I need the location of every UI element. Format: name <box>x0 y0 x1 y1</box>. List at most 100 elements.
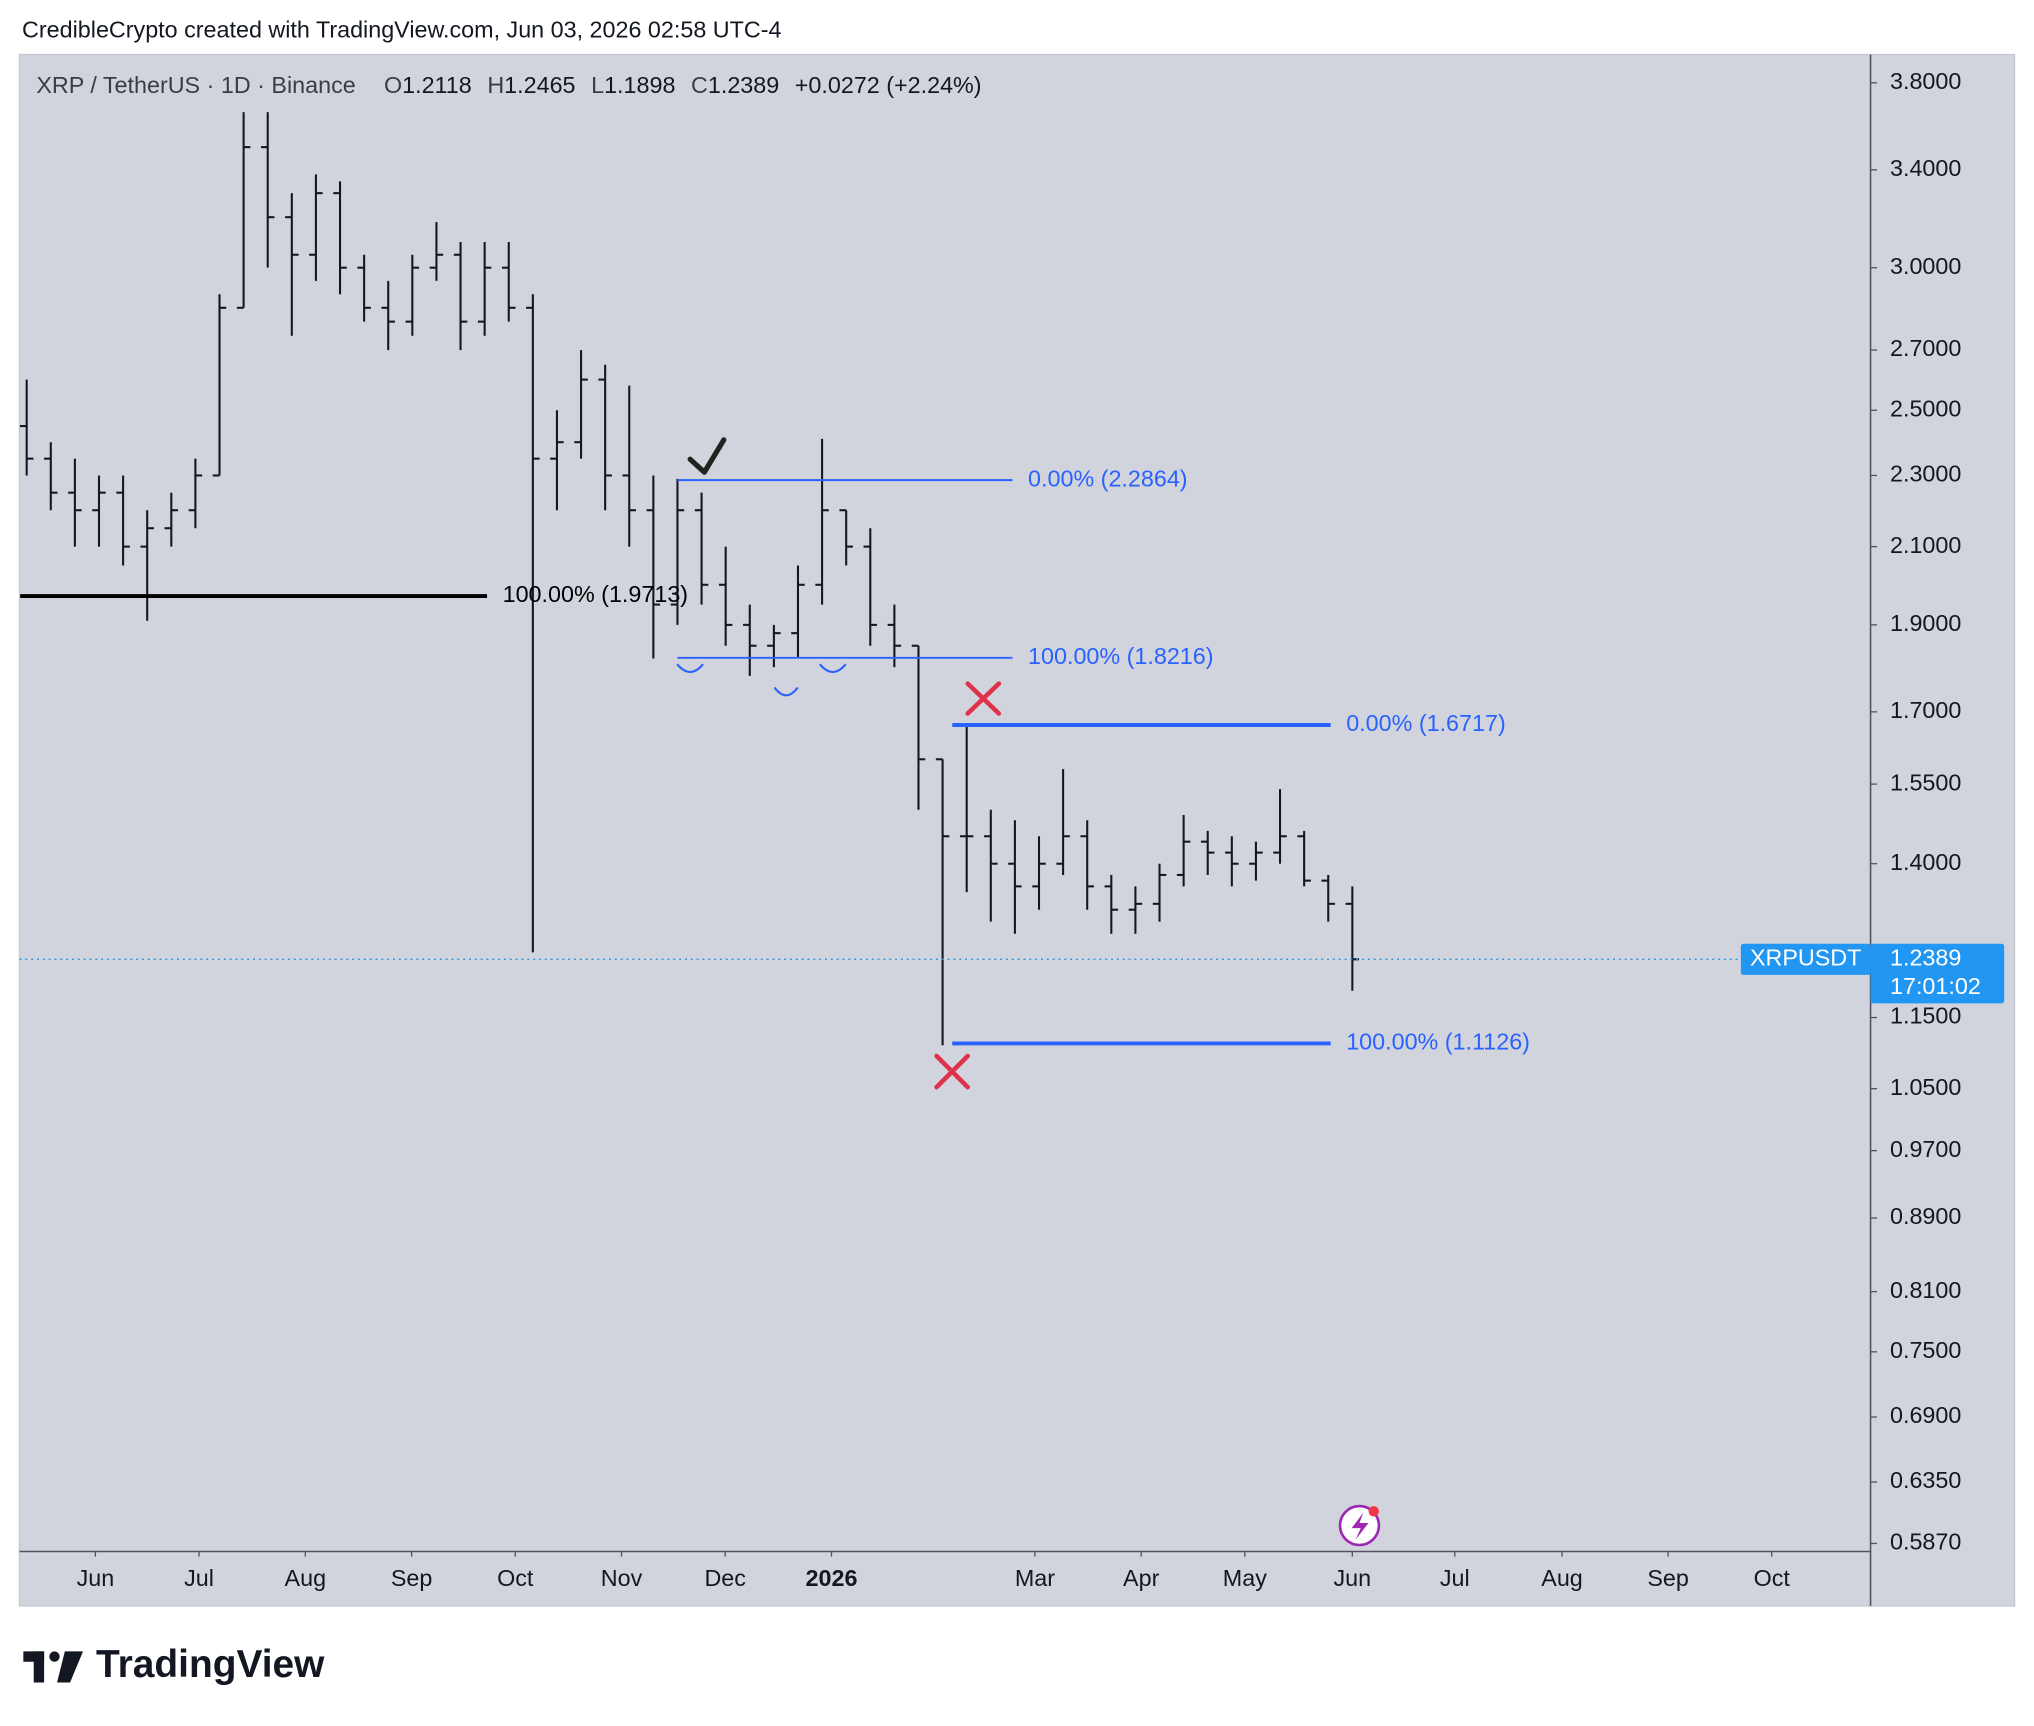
ohlc-bar <box>984 809 998 922</box>
ohlc-bar <box>357 254 371 322</box>
x-tick-label: 2026 <box>806 1565 858 1591</box>
ohlc-bar <box>670 478 685 625</box>
ohlc-bar <box>1080 820 1094 910</box>
x-tick-label: Jun <box>1334 1565 1372 1591</box>
x-tick-label: Aug <box>1541 1565 1583 1591</box>
ohlc-bar <box>959 725 974 893</box>
ohlc-bar <box>19 379 34 476</box>
ohlc-bar <box>68 458 82 547</box>
ohlc-bar <box>935 758 950 1046</box>
ohlc-bar <box>164 492 179 547</box>
ohlc-bar <box>839 509 853 566</box>
ohlc-bar <box>526 294 540 953</box>
ohlc-bar <box>285 193 299 336</box>
y-tick-label: 1.4000 <box>1890 849 1961 875</box>
legend-value: 1.2465 <box>504 72 575 98</box>
x-tick-label: Mar <box>1015 1565 1055 1591</box>
fib-label: 0.00% (2.2864) <box>1028 465 1188 491</box>
symbol-tag-label: XRPUSDT <box>1750 944 1861 970</box>
check-mark <box>687 437 727 475</box>
alert-icon <box>1338 1504 1381 1547</box>
ohlc-bar <box>1128 886 1143 934</box>
cross-mark <box>965 681 1002 716</box>
ohlc-bar <box>550 410 564 511</box>
ohlc-bar <box>1297 830 1311 887</box>
y-tick-label: 2.1000 <box>1890 532 1961 558</box>
ohlc-bar <box>477 242 492 336</box>
ohlc-bar <box>236 112 251 309</box>
ohlc-bar <box>1056 769 1070 875</box>
legend: XRP / TetherUS · 1D · Binance O 1.2118 H 1.… <box>36 72 981 98</box>
y-tick-label: 0.6900 <box>1890 1402 1961 1428</box>
fib-label: 100.00% (1.9713) <box>503 581 688 607</box>
y-tick-label: 1.0500 <box>1890 1074 1961 1100</box>
ohlc-bar <box>381 280 395 351</box>
x-tick-label: Dec <box>704 1565 746 1591</box>
x-tick-label: Jul <box>184 1565 214 1591</box>
ohlc-bar <box>140 510 154 621</box>
cross-mark <box>934 1053 970 1090</box>
ohlc-bar <box>92 475 106 547</box>
fib-label: 0.00% (1.6717) <box>1346 710 1506 736</box>
ohlc-bar <box>1032 836 1046 910</box>
ohlc-bar <box>767 624 781 668</box>
brand: TradingView <box>96 1643 325 1686</box>
bottom-arcs <box>676 663 847 697</box>
price-tag-countdown: 17:01:02 <box>1890 973 1981 999</box>
symbol-tag <box>1740 943 1871 975</box>
ohlc-bar <box>309 174 323 281</box>
ohlc-bar <box>574 350 588 459</box>
x-tick-label: Sep <box>391 1565 433 1591</box>
ohlc-bar <box>743 604 757 676</box>
y-tick-label: 0.6350 <box>1890 1467 1961 1493</box>
y-tick-label: 0.8900 <box>1890 1203 1961 1229</box>
price-tag-value: 1.2389 <box>1890 944 1961 970</box>
chart-background <box>18 53 2016 1607</box>
y-tick-label: 3.8000 <box>1890 68 1961 94</box>
y-tick-label: 2.7000 <box>1890 335 1961 361</box>
header: CredibleCrypto created with TradingView.… <box>22 16 781 42</box>
ohlc-bar <box>887 604 902 668</box>
y-tick-label: 0.9700 <box>1890 1136 1961 1162</box>
ohlc-bar <box>1104 874 1119 934</box>
legend-change: +0.0272 (+2.24%) <box>795 72 982 98</box>
ohlc-bar <box>44 442 58 511</box>
brand-logo <box>23 1651 84 1683</box>
ohlc-bar <box>333 181 347 295</box>
y-tick-label: 0.7500 <box>1890 1337 1961 1363</box>
ohlc-bar <box>598 364 612 511</box>
fib-label: 100.00% (1.1126) <box>1346 1029 1530 1055</box>
ohlc-bar <box>1152 863 1167 922</box>
legend-value: 1.2389 <box>708 72 779 98</box>
ohlc-bar <box>1321 874 1335 922</box>
y-tick-label: 1.1500 <box>1890 1003 1961 1029</box>
ohlc-bar <box>1176 814 1191 887</box>
legend-key: L <box>591 72 604 98</box>
ohlc-bar <box>1008 820 1022 934</box>
ohlc-bar <box>911 644 926 810</box>
price-tag <box>1870 943 2005 1004</box>
ohlc-bar <box>694 492 709 605</box>
ohlc-bar <box>863 528 878 646</box>
x-tick-label: Sep <box>1647 1565 1689 1591</box>
ohlc-bar <box>116 475 130 566</box>
fib-label: 100.00% (1.8216) <box>1028 643 1213 669</box>
legend-value: 1.2118 <box>402 72 472 98</box>
plot: 100.00% (1.9713) 0.00% (2.2864) 100.00% (1… <box>19 112 1871 1055</box>
x-tick-label: Apr <box>1123 1565 1160 1591</box>
ohlc-bar <box>646 475 661 659</box>
x-tick-label: May <box>1223 1565 1267 1591</box>
x-tick-label: Nov <box>601 1565 643 1591</box>
ohlc-bar <box>453 242 468 351</box>
legend-key: C <box>691 72 708 98</box>
ohlc-bar <box>260 112 275 268</box>
ohlc-bar <box>718 546 733 646</box>
y-tick-label: 0.5870 <box>1890 1529 1961 1555</box>
x-tick-label: Oct <box>1754 1565 1791 1591</box>
y-tick-label: 2.3000 <box>1890 461 1961 487</box>
y-tick-label: 0.8100 <box>1890 1277 1961 1303</box>
x-tick-label: Aug <box>285 1565 327 1591</box>
symbol: XRP / TetherUS · 1D · Binance <box>36 72 355 98</box>
y-tick-label: 2.5000 <box>1890 395 1961 421</box>
